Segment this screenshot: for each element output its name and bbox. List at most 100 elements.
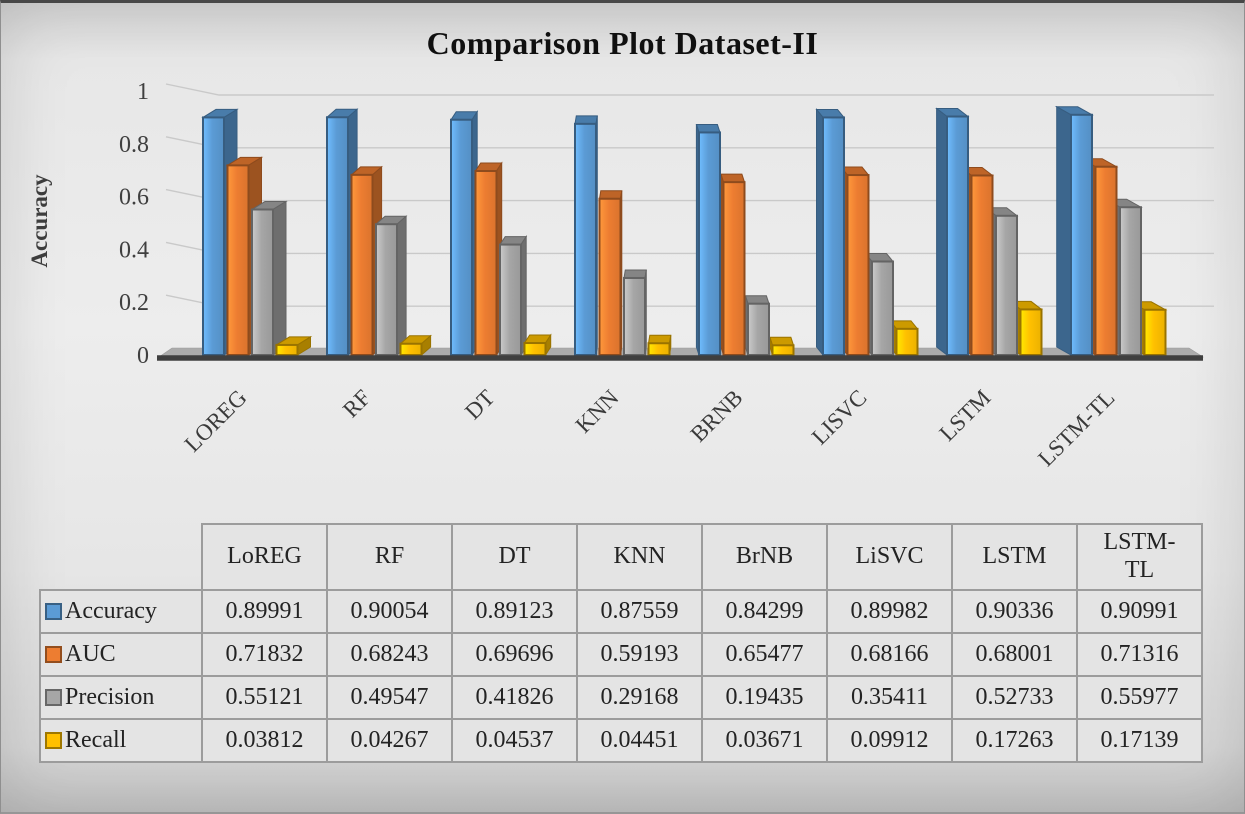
legend-swatch-accuracy xyxy=(45,603,62,620)
value-cell: 0.71316 xyxy=(1076,632,1203,677)
y-axis-title: Accuracy xyxy=(27,174,52,268)
bar-accuracy xyxy=(1070,113,1093,357)
column-header: LiSVC xyxy=(826,523,953,591)
bar-accuracy xyxy=(202,116,225,356)
series-row-label: AUC xyxy=(39,632,203,677)
value-cell: 0.55121 xyxy=(201,675,328,720)
value-cell: 0.41826 xyxy=(451,675,578,720)
x-category-label: LSTM xyxy=(934,385,995,446)
value-cell: 0.49547 xyxy=(326,675,453,720)
table-row: AUC 0.71832 0.68243 0.69696 0.59193 0.65477 0.… xyxy=(39,632,1203,677)
y-axis-tick-labels: 1 0.8 0.6 0.4 0.2 0 xyxy=(119,79,149,369)
bar-recall xyxy=(523,342,547,356)
data-table: LoREG RF DT KNN BrNB LiSVC LSTM LSTM-TL Accurac… xyxy=(39,523,1203,763)
x-category-label: LOREG xyxy=(180,385,252,457)
bar-accuracy xyxy=(822,116,845,356)
y-tick-label: 0 xyxy=(137,343,149,369)
bar-recall xyxy=(771,344,795,357)
value-cell: 0.17263 xyxy=(951,718,1078,763)
bar-group xyxy=(201,108,313,356)
value-cell: 0.04451 xyxy=(576,718,703,763)
bar-auc xyxy=(226,164,250,356)
bars xyxy=(201,105,1168,357)
legend-swatch-recall xyxy=(45,732,62,749)
bar-recall xyxy=(275,343,299,356)
bar-auc xyxy=(970,174,994,356)
bar-precision xyxy=(871,260,894,356)
value-cell: 0.65477 xyxy=(701,632,828,677)
x-axis-category-labels: LOREG RF DT KNN BRNB LISVC LSTM LSTM-TL xyxy=(180,385,1120,472)
value-cell: 0.52733 xyxy=(951,675,1078,720)
bar-precision xyxy=(623,276,646,357)
series-name: Accuracy xyxy=(65,598,157,624)
chart-title: Comparison Plot Dataset-II xyxy=(426,25,819,61)
bar-top-face xyxy=(744,295,770,305)
bar-group xyxy=(815,108,919,357)
bar-group xyxy=(1054,105,1168,357)
legend-swatch-auc xyxy=(45,646,62,663)
value-cell: 0.68001 xyxy=(951,632,1078,677)
x-category-label: BRNB xyxy=(686,385,748,447)
table-row: Accuracy 0.89991 0.90054 0.89123 0.87559 0.84… xyxy=(39,589,1203,634)
value-cell: 0.09912 xyxy=(826,718,953,763)
bar-chart: 1 0.8 0.6 0.4 0.2 0 LOREG RF DT KNN BRNB LISVC LSTM… xyxy=(27,79,1214,472)
bar-recall xyxy=(895,327,919,356)
value-cell: 0.59193 xyxy=(576,632,703,677)
bar-auc xyxy=(598,197,622,356)
x-category-label: RF xyxy=(338,385,376,423)
bar-accuracy xyxy=(450,118,473,356)
bar-recall xyxy=(647,342,671,356)
bar-group xyxy=(574,115,672,357)
bar-precision xyxy=(251,208,274,356)
bar-auc xyxy=(1094,165,1118,356)
x-category-label: KNN xyxy=(571,385,624,438)
column-header: LSTM xyxy=(951,523,1078,591)
y-tick-label: 0.4 xyxy=(119,237,149,263)
value-cell: 0.69696 xyxy=(451,632,578,677)
bar-precision xyxy=(1119,206,1142,356)
value-cell: 0.35411 xyxy=(826,675,953,720)
value-cell: 0.89991 xyxy=(201,589,328,634)
series-name: AUC xyxy=(65,641,116,667)
y-tick-label: 0.8 xyxy=(119,132,149,158)
value-cell: 0.03812 xyxy=(201,718,328,763)
column-header: DT xyxy=(451,523,578,591)
bar-top-face xyxy=(574,115,598,125)
bar-accuracy xyxy=(326,116,349,356)
x-category-label: LSTM-TL xyxy=(1033,385,1119,471)
bar-precision xyxy=(499,243,522,356)
bar-precision xyxy=(375,223,398,356)
bar-recall xyxy=(399,342,423,356)
bar-top-face xyxy=(598,190,623,200)
column-header: LoREG xyxy=(201,523,328,591)
value-cell: 0.55977 xyxy=(1076,675,1203,720)
bar-precision xyxy=(747,302,770,356)
value-cell: 0.87559 xyxy=(576,589,703,634)
bar-accuracy xyxy=(574,122,597,356)
column-header: KNN xyxy=(576,523,703,591)
bar-top-face xyxy=(647,334,672,344)
value-cell: 0.17139 xyxy=(1076,718,1203,763)
value-cell: 0.90054 xyxy=(326,589,453,634)
value-cell: 0.04537 xyxy=(451,718,578,763)
value-cell: 0.03671 xyxy=(701,718,828,763)
x-category-label: DT xyxy=(460,385,499,424)
series-row-label: Precision xyxy=(39,675,203,720)
bar-group xyxy=(450,110,552,357)
series-name: Precision xyxy=(65,684,155,710)
bar-precision xyxy=(995,214,1018,356)
value-cell: 0.90991 xyxy=(1076,589,1203,634)
table-header-row: LoREG RF DT KNN BrNB LiSVC LSTM LSTM-TL xyxy=(40,523,1203,591)
bar-auc xyxy=(474,170,498,356)
bar-recall xyxy=(1143,308,1167,357)
series-row-label: Accuracy xyxy=(39,589,203,634)
bar-group xyxy=(935,107,1043,357)
bar-group xyxy=(695,123,795,357)
bar-side-face xyxy=(936,107,948,357)
bar-side-face xyxy=(272,200,287,356)
bar-top-face xyxy=(623,269,647,279)
column-header: LSTM-TL xyxy=(1076,523,1203,591)
value-cell: 0.68166 xyxy=(826,632,953,677)
value-cell: 0.29168 xyxy=(576,675,703,720)
value-cell: 0.71832 xyxy=(201,632,328,677)
